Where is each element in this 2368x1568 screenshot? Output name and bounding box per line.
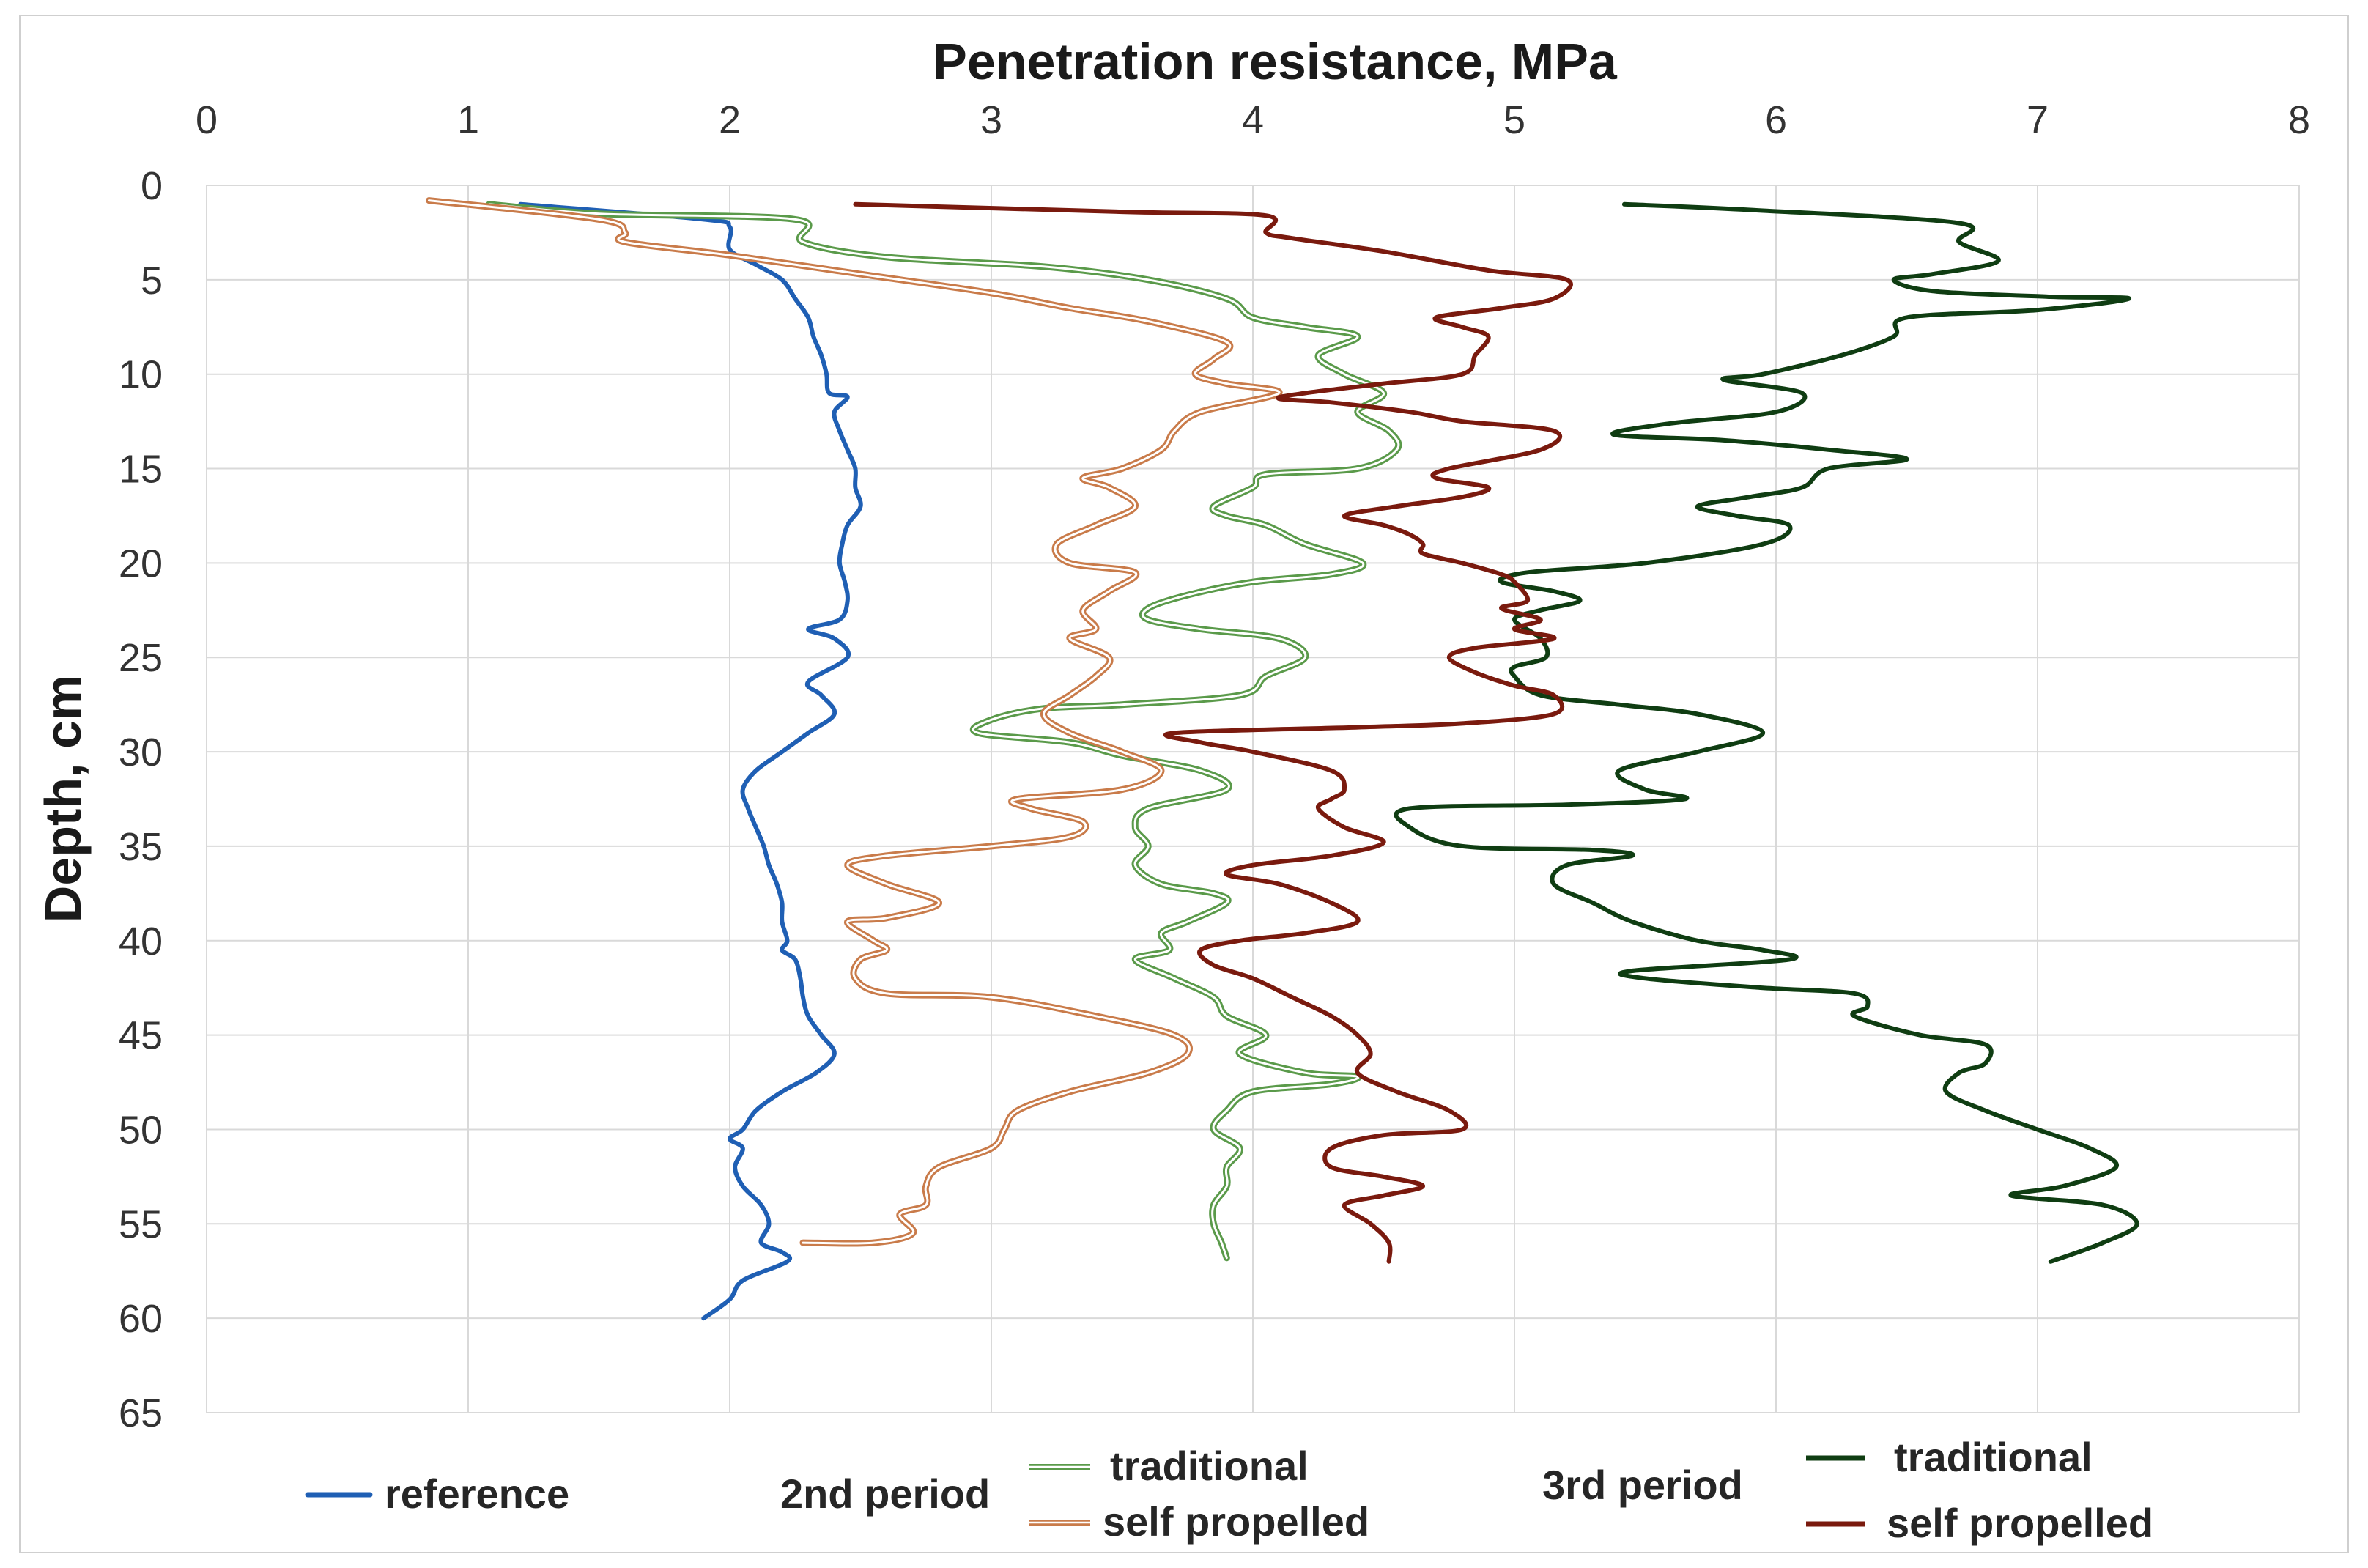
x-tick-label: 3 (980, 98, 1002, 142)
y-tick-label: 0 (141, 164, 163, 208)
y-tick-label: 35 (119, 825, 163, 869)
y-tick-label: 15 (119, 448, 163, 492)
x-tick-label: 4 (1242, 98, 1264, 142)
series-lines (426, 197, 2139, 1321)
y-tick-label: 40 (119, 920, 163, 964)
grid (206, 185, 2300, 1413)
x-tick-label: 6 (1765, 98, 1787, 142)
y-tick-label: 50 (119, 1108, 163, 1152)
legend: reference 2nd period traditional self pr… (305, 1434, 2153, 1546)
series-line-3rd-period-traditional (1394, 201, 2139, 1264)
x-tick-label: 0 (196, 98, 218, 142)
legend-label-2nd-period: 2nd period (780, 1471, 990, 1517)
y-tick-label: 45 (119, 1014, 163, 1058)
legend-label-reference: reference (385, 1471, 569, 1517)
series-line-core-2nd-period-traditional (488, 203, 1400, 1260)
series-line-2nd-period-self-propelled (426, 197, 1283, 1247)
legend-label-3rd-self-propelled: self propelled (1887, 1500, 2153, 1546)
y-tick-label: 5 (141, 259, 163, 303)
legend-label-2nd-traditional: traditional (1110, 1443, 1309, 1489)
x-tick-label: 2 (719, 98, 741, 142)
y-tick-label: 55 (119, 1202, 163, 1246)
y-tick-label: 20 (119, 541, 163, 585)
x-tick-label: 5 (1503, 98, 1525, 142)
y-tick-label: 10 (119, 353, 163, 397)
legend-label-3rd-period: 3rd period (1542, 1462, 1743, 1508)
y-tick-label: 60 (119, 1297, 163, 1341)
y-axis-title: Depth, cm (34, 675, 92, 922)
legend-label-3rd-traditional: traditional (1894, 1434, 2093, 1480)
series-line-3rd-period-self-propelled (853, 201, 1573, 1264)
series-line-reference (518, 201, 863, 1321)
legend-label-2nd-self-propelled: self propelled (1103, 1498, 1369, 1545)
x-tick-label: 1 (457, 98, 479, 142)
y-tick-label: 25 (119, 636, 163, 680)
x-tick-label: 8 (2288, 98, 2310, 142)
x-axis-title: Penetration resistance, MPa (933, 33, 1618, 90)
series-line-core-2nd-period-self-propelled (428, 199, 1281, 1245)
y-tick-label: 30 (119, 731, 163, 774)
x-tick-label: 7 (2027, 98, 2049, 142)
y-tick-label: 65 (119, 1391, 163, 1435)
